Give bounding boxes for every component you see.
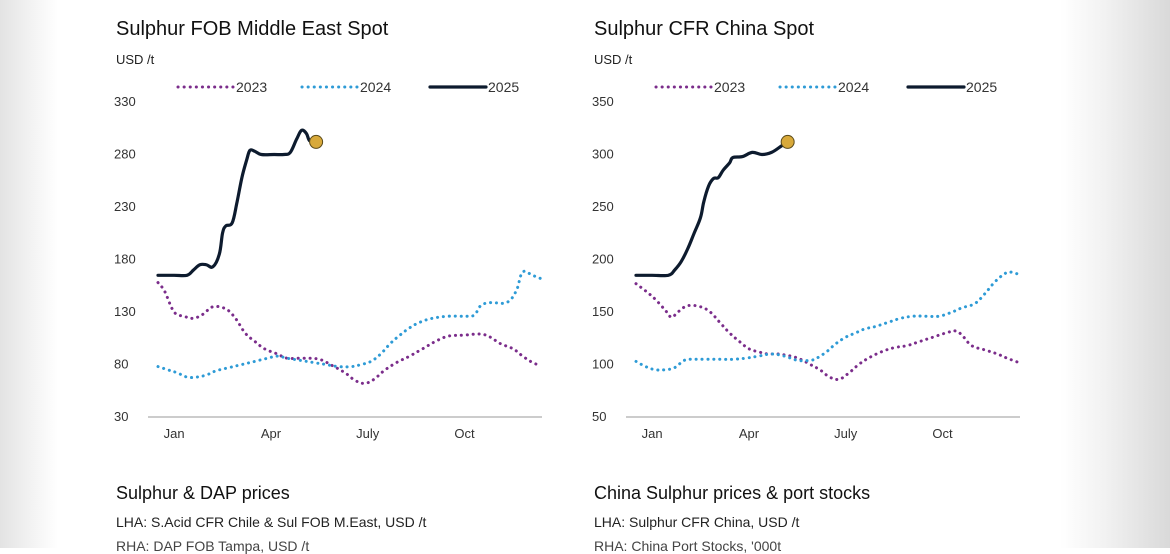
chart-title: Sulphur CFR China Spot [594,18,815,40]
legend-item-2023: 2023 [176,79,267,95]
y-tick-label: 230 [114,199,136,214]
legend-label: 2024 [838,79,869,95]
y-tick-label: 350 [592,94,614,109]
series-line-2023 [634,282,1020,381]
x-tick-label: Oct [454,426,475,441]
next-chart-subtitle: LHA: Sulphur CFR China, USD /t [594,514,800,530]
legend-label: 2025 [488,79,519,95]
y-tick-label: 280 [114,147,136,162]
photo-edge-right [1060,0,1170,548]
y-tick-label: 130 [114,304,136,319]
legend-label: 2023 [714,79,745,95]
legend-label: 2025 [966,79,997,95]
y-tick-label: 180 [114,252,136,267]
next-chart-subtitle-2: RHA: DAP FOB Tampa, USD /t [116,538,310,554]
line-chart-fob-middle-east: 30 80 130 180 230 280 330 Jan Apr July Oct 2023 2024… [114,79,542,441]
latest-value-marker [780,134,795,149]
y-axis-unit: USD /t [116,52,155,67]
legend-label: 2023 [236,79,267,95]
series-line-2025 [156,128,318,278]
x-tick-label: Apr [739,426,760,441]
legend-item-2025: 2025 [428,79,519,95]
y-axis-unit: USD /t [594,52,633,67]
legend-label: 2024 [360,79,391,95]
x-tick-label: July [356,426,380,441]
photo-edge-left [0,0,58,548]
next-chart-title: China Sulphur prices & port stocks [594,483,871,503]
y-tick-label: 100 [592,357,614,372]
y-tick-label: 80 [114,357,128,372]
x-tick-label: Oct [932,426,953,441]
legend-item-2024: 2024 [300,79,391,95]
next-chart-title: Sulphur & DAP prices [116,483,290,503]
y-tick-label: 330 [114,94,136,109]
x-tick-label: July [834,426,858,441]
chart-panel-cfr-china: Sulphur CFR China Spot USD /t 50 100 150 20… [578,0,1038,554]
legend-item-2024: 2024 [778,79,869,95]
series-line-2025 [634,140,790,278]
legend-item-2025: 2025 [906,79,997,95]
series-line-2024 [156,269,542,380]
chart-title: Sulphur FOB Middle East Spot [116,18,389,40]
legend-item-2023: 2023 [654,79,745,95]
series-line-2023 [156,281,542,385]
y-tick-label: 50 [592,409,606,424]
next-chart-subtitle-2: RHA: China Port Stocks, '000t [594,538,782,554]
series-line-2024 [634,270,1020,372]
y-tick-label: 300 [592,147,614,162]
x-tick-label: Jan [164,426,185,441]
x-tick-label: Jan [642,426,663,441]
y-tick-label: 30 [114,409,128,424]
line-chart-cfr-china: 50 100 150 200 250 300 350 Jan Apr July Oct 2023 202… [592,79,1020,441]
next-chart-subtitle: LHA: S.Acid CFR Chile & Sul FOB M.East, … [116,514,427,530]
chart-panel-fob-middle-east: Sulphur FOB Middle East Spot USD /t 30 80… [100,0,560,554]
y-tick-label: 250 [592,199,614,214]
y-tick-label: 150 [592,304,614,319]
latest-value-marker [309,134,324,149]
y-tick-label: 200 [592,252,614,267]
x-tick-label: Apr [261,426,282,441]
